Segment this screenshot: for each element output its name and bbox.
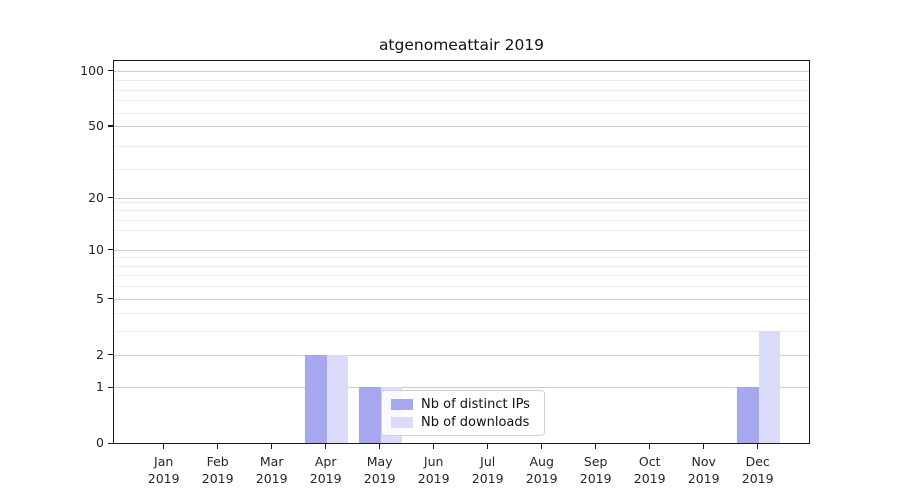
x-tick-label: Dec 2019 <box>741 454 774 486</box>
bar-distinct-ips <box>359 387 381 443</box>
major-gridline <box>114 354 809 356</box>
x-tick-label: May 2019 <box>363 454 396 486</box>
minor-gridline <box>114 257 809 259</box>
y-tick-mark <box>108 353 113 356</box>
minor-gridline <box>114 313 809 315</box>
minor-gridline <box>114 201 809 203</box>
bar-distinct-ips <box>305 354 327 443</box>
x-tick-mark <box>379 444 381 449</box>
x-tick-mark <box>271 444 273 449</box>
y-tick-label: 0 <box>96 435 104 451</box>
x-tick-mark <box>163 444 165 449</box>
x-tick-label: Oct 2019 <box>633 454 666 486</box>
minor-gridline <box>114 100 809 102</box>
x-tick-label: Apr 2019 <box>309 454 342 486</box>
minor-gridline <box>114 89 809 91</box>
minor-gridline <box>114 331 809 333</box>
legend-item-distinct-ips: Nb of distinct IPs <box>391 396 535 413</box>
x-tick-mark <box>757 444 759 449</box>
minor-gridline <box>114 275 809 277</box>
x-tick-mark <box>541 444 543 449</box>
major-gridline <box>114 387 809 389</box>
x-tick-mark <box>433 444 435 449</box>
minor-gridline <box>114 168 809 170</box>
y-tick-mark <box>108 298 113 300</box>
x-tick-mark <box>217 444 219 449</box>
minor-gridline <box>114 286 809 288</box>
major-gridline <box>114 70 809 72</box>
y-tick-label: 20 <box>88 189 104 205</box>
y-tick-mark <box>108 386 113 388</box>
legend: Nb of distinct IPs Nb of downloads <box>381 390 545 436</box>
x-tick-label: Mar 2019 <box>255 454 288 486</box>
minor-gridline <box>114 230 809 232</box>
y-tick-mark <box>108 196 113 199</box>
distinct-ips-swatch <box>391 398 413 410</box>
legend-label-downloads: Nb of downloads <box>421 414 530 430</box>
chart-title: atgenomeattair 2019 <box>378 36 545 54</box>
x-tick-label: Nov 2019 <box>687 454 720 486</box>
y-tick-label: 100 <box>80 62 104 78</box>
major-gridline <box>114 125 809 127</box>
plot-area <box>113 60 810 444</box>
y-tick-mark <box>108 70 113 72</box>
minor-gridline <box>114 265 809 267</box>
x-tick-label: Feb 2019 <box>201 454 234 486</box>
legend-label-distinct-ips: Nb of distinct IPs <box>421 396 530 412</box>
x-tick-mark <box>325 444 327 449</box>
y-tick-mark <box>108 442 113 444</box>
x-tick-mark <box>487 444 489 449</box>
y-tick-label: 10 <box>88 241 104 257</box>
x-tick-label: Jun 2019 <box>417 454 450 486</box>
x-tick-mark <box>649 444 651 449</box>
bar-distinct-ips <box>737 387 759 443</box>
y-tick-label: 5 <box>96 290 104 306</box>
y-tick-label: 2 <box>96 346 104 362</box>
x-tick-label: Jan 2019 <box>147 454 180 486</box>
y-tick-mark <box>108 125 113 127</box>
legend-item-downloads: Nb of downloads <box>391 414 535 431</box>
major-gridline <box>114 197 809 199</box>
x-tick-label: Sep 2019 <box>579 454 612 486</box>
downloads-swatch <box>391 416 413 428</box>
x-tick-label: Jul 2019 <box>471 454 504 486</box>
minor-gridline <box>114 80 809 82</box>
minor-gridline <box>114 219 809 221</box>
minor-gridline <box>114 112 809 114</box>
minor-gridline <box>114 210 809 211</box>
major-gridline <box>114 298 809 300</box>
y-tick-label: 1 <box>96 379 104 395</box>
y-tick-label: 50 <box>88 117 104 133</box>
major-gridline <box>114 249 809 251</box>
minor-gridline <box>114 145 809 147</box>
x-tick-mark <box>595 444 597 449</box>
bar-downloads <box>326 354 349 443</box>
bar-downloads <box>758 331 781 443</box>
x-tick-mark <box>703 444 705 449</box>
x-tick-label: Aug 2019 <box>525 454 558 486</box>
y-tick-mark <box>108 249 113 251</box>
